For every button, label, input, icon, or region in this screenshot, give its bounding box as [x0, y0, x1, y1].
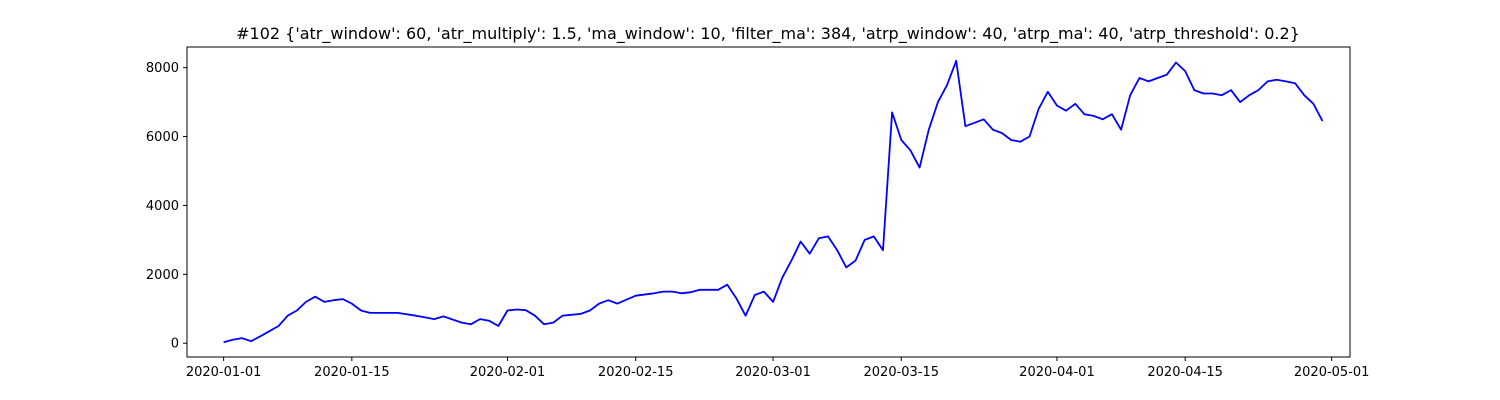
series-line-0 — [223, 59, 1324, 344]
plot-area: 2020-01-01 2020-01-15 2020-02-01 2020-02-15… — [146, 46, 1370, 380]
x-tick-label: 2020-03-01 — [735, 365, 811, 380]
x-tick-label: 2020-04-01 — [1019, 365, 1095, 380]
x-tick-label: 2020-02-15 — [598, 365, 674, 380]
y-tick-label: 4000 — [146, 199, 179, 214]
x-tick-label: 2020-01-15 — [314, 365, 390, 380]
x-tick-label: 2020-04-15 — [1147, 365, 1223, 380]
x-tick-label: 2020-05-01 — [1294, 365, 1370, 380]
axes-frame — [186, 46, 1351, 358]
chart-title: #102 {'atr_window': 60, 'atr_multiply': … — [236, 24, 1300, 44]
x-tick-label: 2020-01-01 — [186, 365, 262, 380]
y-tick-label: 0 — [171, 337, 179, 352]
x-tick-label: 2020-02-01 — [470, 365, 546, 380]
y-tick-label: 8000 — [146, 61, 179, 76]
y-tick-label: 6000 — [146, 130, 179, 145]
x-tick-label: 2020-03-15 — [864, 365, 940, 380]
y-tick-label: 2000 — [146, 268, 179, 283]
